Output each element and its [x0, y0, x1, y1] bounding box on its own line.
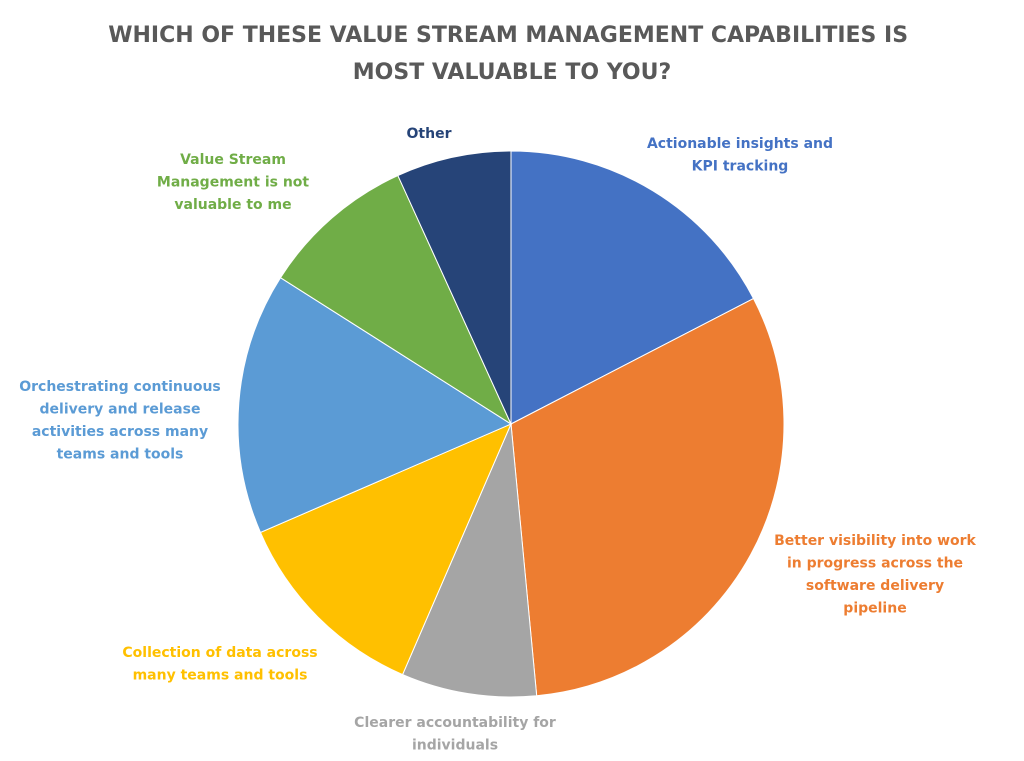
- pie-labels: Actionable insights and KPI tracking Bette…: [19, 126, 976, 754]
- chart-title: WHICH OF THESE VALUE STREAM MANAGEMENT C…: [108, 23, 916, 85]
- pie-label-1-line-2: KPI tracking: [692, 159, 789, 175]
- pie-label-6: Value Stream Management is not valuable to…: [157, 152, 310, 213]
- pie-label-5-line-4: teams and tools: [57, 447, 184, 463]
- pie-label-5: Orchestrating continuous delivery and rel…: [19, 379, 221, 463]
- pie-label-3-line-1: Clearer accountability for: [354, 715, 556, 731]
- pie-label-3: Clearer accountability for individuals: [354, 715, 556, 754]
- pie-slice-2: [510, 297, 785, 697]
- pie-label-4: Collection of data across many teams and …: [122, 645, 317, 684]
- pie-label-6-line-2: Management is not: [157, 175, 310, 191]
- pie-label-2-line-2: in progress across the: [787, 556, 963, 572]
- pie-label-5-line-3: activities across many: [32, 424, 208, 440]
- pie-label-7: Other: [407, 126, 452, 142]
- pie-label-5-line-2: delivery and release: [40, 402, 201, 418]
- pie-label-1: Actionable insights and KPI tracking: [647, 136, 833, 175]
- pie-label-6-line-3: valuable to me: [174, 197, 291, 213]
- pie-label-2: Better visibility into work in progress a…: [774, 533, 976, 617]
- pie-slice-5: [237, 277, 513, 534]
- pie-label-4-line-2: many teams and tools: [133, 668, 308, 684]
- chart-title-line-1: WHICH OF THESE VALUE STREAM MANAGEMENT C…: [108, 23, 908, 48]
- pie-label-2-line-4: pipeline: [843, 601, 906, 617]
- pie-label-1-line-1: Actionable insights and: [647, 136, 833, 152]
- pie-label-6-line-1: Value Stream: [180, 152, 286, 168]
- pie-slice-6: [279, 174, 513, 426]
- pie-label-4-line-1: Collection of data across: [122, 645, 317, 661]
- chart-title-line-2: MOST VALUABLE TO YOU?: [353, 60, 671, 85]
- pie-slice-1: [510, 150, 755, 425]
- pie-label-3-line-2: individuals: [412, 738, 498, 754]
- pie-label-2-line-3: software delivery: [806, 578, 944, 594]
- pie-slices: [237, 150, 785, 698]
- pie-label-7-line-1: Other: [407, 126, 452, 142]
- pie-slice-4: [259, 423, 512, 676]
- pie-label-5-line-1: Orchestrating continuous: [19, 379, 221, 395]
- pie-slice-7: [397, 150, 512, 425]
- pie-label-2-line-1: Better visibility into work: [774, 533, 976, 549]
- pie-slice-3: [401, 423, 538, 698]
